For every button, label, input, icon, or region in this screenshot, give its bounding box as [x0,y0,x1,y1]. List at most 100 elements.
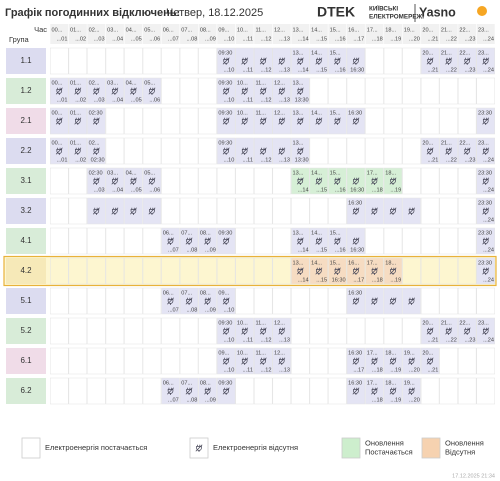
cell-start: 12... [274,350,285,356]
hour-cell [87,317,106,345]
hour-start: 19... [404,27,415,33]
cell-start: 17... [367,350,378,356]
hour-cell [254,197,273,225]
hour-cell [50,317,69,345]
hour-cell [291,287,310,315]
hour-cell [383,227,403,255]
cell-start: 20... [422,350,433,356]
hour-cell [420,107,440,135]
hour-start: 21... [441,27,452,33]
hour-cell [365,137,384,165]
group-cell [6,318,46,344]
cell-end: ...15 [316,247,327,253]
cell-start: 02:30 [89,110,103,116]
cell-end: ...18 [372,397,383,403]
hour-start: 06... [163,27,174,33]
hour-cell [420,377,440,405]
cell-start: 02... [89,80,100,86]
cell-start: 16:30 [348,110,362,116]
legend: Електроенергія постачається Електроенергі… [21,437,484,459]
cell-end: ...24 [483,187,494,193]
cell-start: 12... [274,80,285,86]
hour-cell [161,347,180,375]
cell-start: 21... [441,50,452,56]
hour-cell [105,287,125,315]
cell-start: 10... [237,110,248,116]
hour-header [458,24,477,44]
cell-end: ...04 [112,97,123,103]
hour-cell [272,257,291,285]
cell-start: 14... [311,170,322,176]
cell-start: 09:30 [218,110,232,116]
hour-header [217,24,236,44]
cell-end: ...21 [427,67,438,73]
hour-header [402,24,421,44]
hour-cell [87,347,106,375]
cell-start: 10... [237,320,248,326]
cell-start: 23:30 [478,170,492,176]
cell-start: 15... [330,230,341,236]
hour-header [235,24,254,44]
cell-start: 19... [404,380,415,386]
cell-end: ...18 [372,277,383,283]
hour-cell [124,227,143,255]
cell-start: 14... [311,50,322,56]
cell-start: 23... [478,320,489,326]
grid: 00......0101......0202......0303......04… [3,24,497,405]
hour-cell [291,197,310,225]
hour-cell [439,167,458,195]
hour-end: ...17 [353,36,364,42]
hour-header [124,24,143,44]
hour-cell [161,77,180,105]
hour-cell [439,197,458,225]
cell-start: 13... [293,140,304,146]
cell-end: 13:30 [295,97,309,103]
cell-start: 09:30 [218,230,232,236]
hour-start: 03... [107,27,118,33]
hour-cell [254,287,273,315]
hour-cell [68,167,88,195]
cell-end: ...11 [242,157,252,163]
hour-cell [87,227,106,255]
cell-end: ...07 [168,307,179,313]
cell-end: 13:30 [295,157,309,163]
hour-cell [235,167,254,195]
selected-row [3,255,497,287]
hour-start: 11... [255,27,266,33]
cell-end: ...17 [353,277,364,283]
cell-start: 22... [459,140,470,146]
hour-cell [272,227,291,255]
hour-cell [198,167,217,195]
cell-start: 01... [70,140,81,146]
cell-start: 09:30 [218,320,232,326]
hour-cell [124,47,143,75]
cell-start: 18... [385,260,396,266]
hour-cell [87,377,106,405]
cell-start: 11... [255,110,266,116]
hour-cell [179,167,199,195]
cell-end: ...12 [261,157,272,163]
cell-start: 23... [478,140,489,146]
group-label: 4.2 [20,266,32,275]
cell-end: ...03 [94,187,105,193]
hour-cell [254,257,273,285]
date: Четвер, 18.12.2025 [166,7,263,19]
hour-cell [105,227,125,255]
hour-cell [457,257,477,285]
footer: 17.12.2025 21:34 [452,473,495,479]
hour-header [291,24,310,44]
cell-end: ...19 [390,277,401,283]
hour-cell [272,287,291,315]
cell-start: 13... [293,80,304,86]
hour-cell [328,377,347,405]
hour-cell [105,317,125,345]
hour-cell [161,317,180,345]
cell-start: 20... [422,140,433,146]
cell-start: 07... [181,380,192,386]
cell-start: 23... [478,50,489,56]
hour-cell [254,377,273,405]
hour-start: 18... [385,27,396,33]
hour-cell [142,377,162,405]
hour-end: ...12 [261,36,272,42]
